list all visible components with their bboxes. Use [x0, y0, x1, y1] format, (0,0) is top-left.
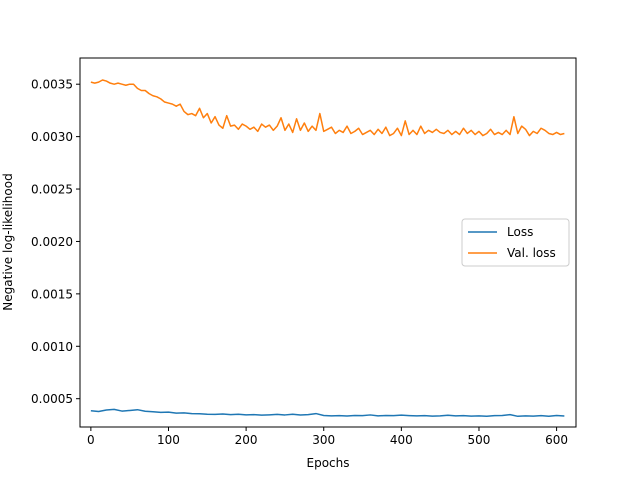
y-tick-label: 0.0030: [31, 130, 73, 144]
y-axis-label: Negative log-likelihood: [1, 173, 15, 310]
y-axis-ticks: 0.0005 0.0010 0.0015 0.0020 0.0025 0.0030 0.00…: [31, 78, 80, 406]
x-tick-label: 100: [157, 433, 180, 447]
legend-label-val-loss: Val. loss: [507, 246, 556, 260]
x-tick-label: 300: [312, 433, 335, 447]
plot-frame: [79, 57, 577, 428]
x-tick-label: 500: [468, 433, 491, 447]
y-tick-label: 0.0015: [31, 287, 73, 301]
series-layer: [90, 79, 565, 418]
series-line-loss: [90, 408, 565, 418]
x-tick-label: 200: [235, 433, 258, 447]
x-tick-label: 600: [545, 433, 568, 447]
x-tick-label: 0: [87, 433, 95, 447]
y-tick-label: 0.0020: [31, 235, 73, 249]
x-axis-ticks: 0 100 200 300 400 500 600: [87, 427, 568, 447]
y-tick-label: 0.0035: [31, 78, 73, 92]
y-tick-label: 0.0025: [31, 183, 73, 197]
y-tick-label: 0.0010: [31, 340, 73, 354]
legend: Loss Val. loss: [461, 218, 570, 267]
x-axis-label: Epochs: [307, 456, 350, 470]
x-tick-label: 400: [390, 433, 413, 447]
legend-box: [461, 218, 570, 267]
series-line-val-loss: [90, 79, 565, 137]
y-tick-label: 0.0005: [31, 392, 73, 406]
legend-label-loss: Loss: [507, 225, 533, 239]
